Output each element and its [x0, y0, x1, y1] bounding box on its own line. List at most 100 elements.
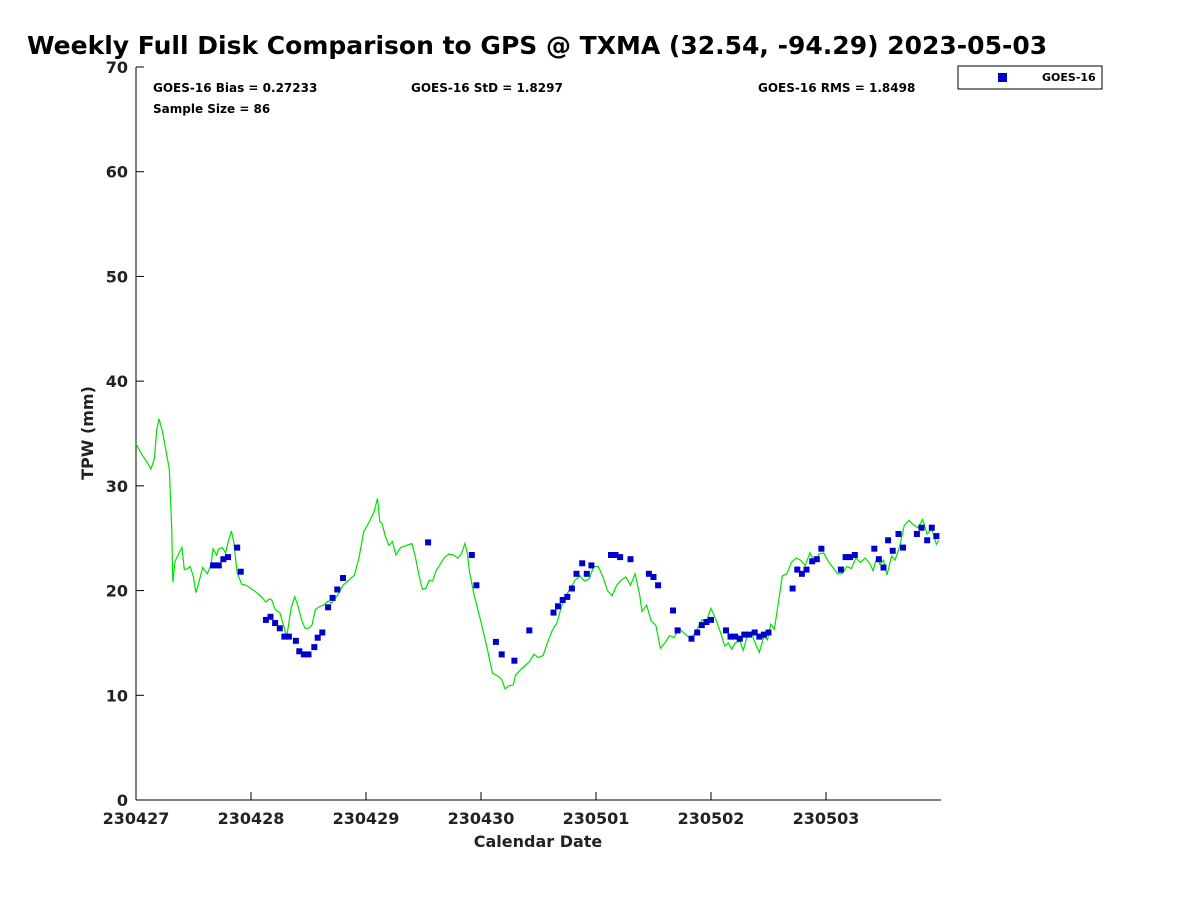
- stat-sample-size: Sample Size = 86: [153, 102, 270, 116]
- data-point: [325, 604, 332, 611]
- data-point: [305, 651, 312, 658]
- data-point: [617, 554, 624, 561]
- data-point: [296, 648, 303, 655]
- data-point: [732, 633, 739, 640]
- data-point: [237, 568, 244, 575]
- data-point: [311, 644, 318, 651]
- data-point: [871, 545, 878, 552]
- data-point: [329, 594, 336, 601]
- data-point: [851, 552, 858, 558]
- data-point: [789, 585, 796, 592]
- y-tick-label: 30: [106, 477, 128, 496]
- data-point: [210, 562, 217, 569]
- data-point: [900, 544, 906, 551]
- data-point: [425, 539, 432, 546]
- data-point: [220, 556, 227, 563]
- data-point: [511, 657, 518, 664]
- data-point: [319, 629, 326, 636]
- data-point: [847, 554, 854, 561]
- y-tick-label: 60: [106, 163, 128, 182]
- data-point: [550, 609, 557, 616]
- data-point: [889, 547, 896, 554]
- data-point: [568, 585, 575, 592]
- data-point: [928, 524, 935, 531]
- data-point: [285, 633, 292, 640]
- x-axis-label: Calendar Date: [474, 832, 603, 851]
- data-point: [727, 633, 734, 640]
- legend-box: [957, 65, 1103, 90]
- data-point: [746, 631, 752, 638]
- data-point: [608, 552, 614, 558]
- data-point: [913, 531, 920, 537]
- data-point: [837, 566, 844, 573]
- stat-std: GOES-16 StD = 1.8297: [411, 81, 563, 95]
- data-point: [492, 638, 499, 645]
- x-tick-label: 230430: [448, 809, 515, 828]
- series-goes16-points: [210, 524, 940, 664]
- data-point: [468, 552, 475, 558]
- data-point: [670, 607, 676, 614]
- data-point: [473, 582, 480, 589]
- data-point: [741, 631, 748, 638]
- x-tick-label: 230503: [793, 809, 860, 828]
- y-tick-label: 50: [106, 267, 128, 286]
- data-point: [559, 597, 566, 603]
- data-point: [276, 625, 283, 632]
- data-point: [262, 616, 269, 623]
- data-point: [751, 629, 758, 636]
- data-point: [842, 554, 849, 561]
- x-tick-label: 230428: [218, 809, 285, 828]
- data-point: [723, 627, 729, 634]
- data-point: [300, 651, 307, 658]
- data-point: [583, 570, 590, 577]
- data-point: [314, 634, 321, 641]
- y-axis: 0 10 20 30 40 50 60 70: [106, 58, 144, 810]
- stat-rms: GOES-16 RMS = 1.8498: [758, 81, 915, 95]
- data-point: [703, 619, 710, 625]
- legend-swatch-goes16: [998, 73, 1007, 82]
- data-point: [267, 613, 274, 620]
- data-point: [924, 537, 931, 544]
- legend-label-goes16: GOES-16: [1042, 71, 1096, 84]
- data-point: [612, 552, 619, 558]
- data-point: [645, 570, 652, 577]
- data-point: [573, 570, 580, 577]
- data-point: [736, 635, 743, 642]
- gps-series-line: [135, 418, 940, 691]
- data-point: [650, 574, 657, 580]
- y-tick-label: 0: [117, 791, 128, 810]
- data-point: [215, 562, 222, 569]
- y-axis-label: TPW (mm): [78, 386, 97, 480]
- data-point: [798, 570, 805, 577]
- y-tick-label: 70: [106, 58, 128, 77]
- data-point: [334, 586, 341, 593]
- data-point: [498, 651, 505, 658]
- data-point: [875, 556, 882, 563]
- y-tick-label: 40: [106, 372, 128, 391]
- legend: GOES-16: [957, 65, 1103, 90]
- y-tick-label: 20: [106, 582, 128, 601]
- x-tick-label: 230429: [333, 809, 400, 828]
- data-point: [918, 524, 925, 531]
- data-point: [885, 537, 892, 544]
- data-point: [579, 560, 586, 567]
- series-gps-line: [135, 418, 940, 691]
- chart-title: Weekly Full Disk Comparison to GPS @ TXM…: [27, 31, 1047, 60]
- data-point: [698, 622, 705, 629]
- data-point: [765, 629, 772, 636]
- data-point: [688, 635, 695, 642]
- data-point: [526, 627, 533, 634]
- x-tick-label: 230501: [563, 809, 630, 828]
- data-point: [564, 593, 571, 600]
- data-point: [895, 531, 902, 537]
- data-point: [818, 545, 825, 552]
- data-point: [588, 562, 595, 569]
- stat-bias: GOES-16 Bias = 0.27233: [153, 81, 317, 95]
- data-point: [234, 544, 241, 551]
- data-point: [272, 620, 279, 626]
- data-point: [756, 633, 763, 640]
- data-point: [880, 564, 887, 571]
- data-point: [933, 533, 940, 540]
- data-point: [225, 554, 231, 561]
